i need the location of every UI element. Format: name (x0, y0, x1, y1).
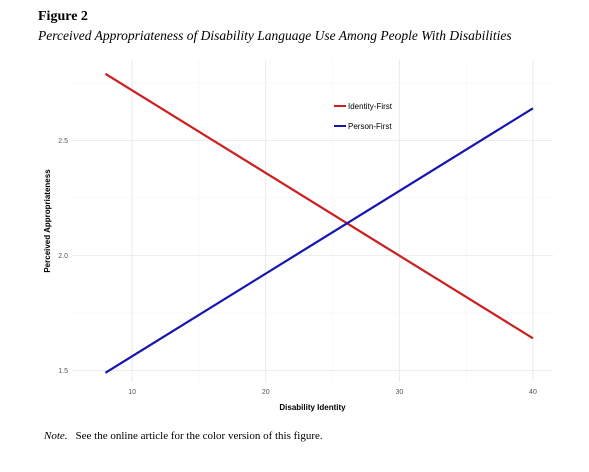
y-tick-label: 1.5 (58, 368, 68, 375)
tick-labels: 10 20 30 40 1.5 2.0 2.5 (58, 138, 537, 396)
note-text: See the online article for the color ver… (75, 430, 323, 442)
note-label: Note. (44, 430, 68, 442)
series-line (104, 72, 534, 340)
x-tick-label: 10 (128, 389, 136, 396)
x-tick-label: 30 (395, 389, 403, 396)
legend-label: Person-First (348, 122, 392, 131)
figure-note: Note. See the online article for the colo… (44, 430, 323, 442)
x-axis-title: Disability Identity (279, 403, 346, 412)
legend-label: Identity-First (348, 102, 393, 111)
figure-label: Figure 2 (38, 9, 88, 24)
grid-lines (72, 60, 553, 382)
y-tick-label: 2.5 (58, 138, 68, 145)
series-line (104, 107, 534, 374)
y-tick-label: 2.0 (58, 253, 68, 260)
x-tick-label: 20 (262, 389, 270, 396)
figure-title: Perceived Appropriateness of Disability … (38, 28, 512, 43)
series-lines (104, 72, 534, 374)
y-axis-title: Perceived Appropriateness (43, 169, 52, 273)
x-tick-label: 40 (529, 389, 537, 396)
legend: Identity-First Person-First (334, 102, 393, 131)
